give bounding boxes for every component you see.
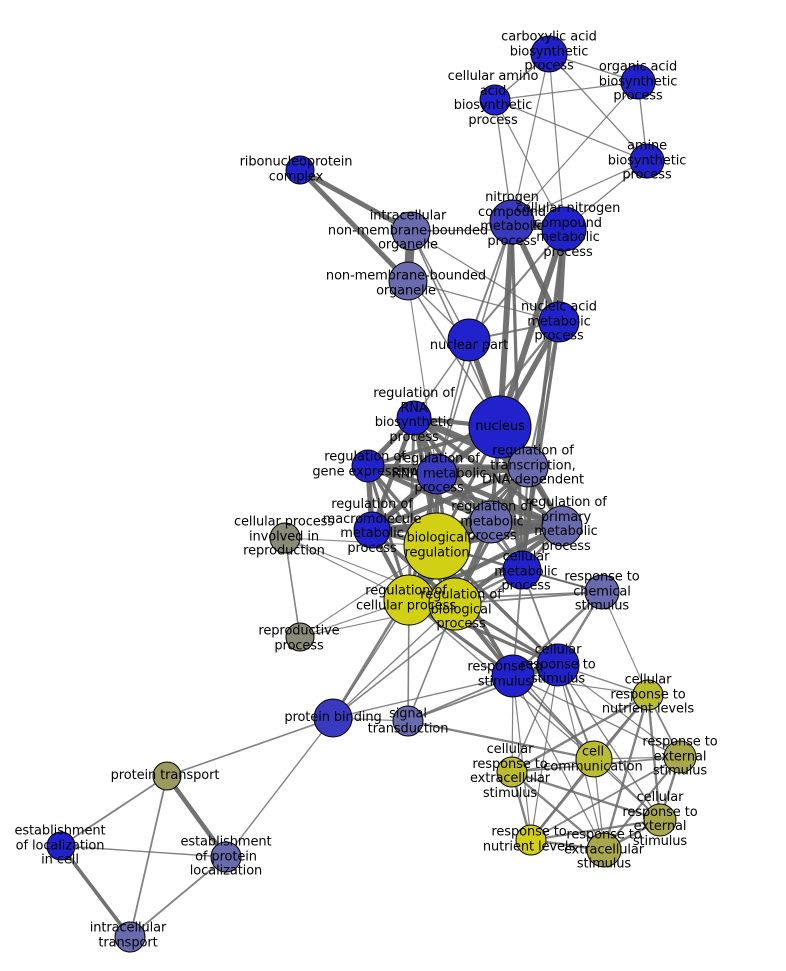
graph-node-organic-acid-biosynthetic-process[interactable] (620, 64, 656, 100)
graph-node-protein-transport[interactable] (152, 761, 182, 791)
graph-node-establishment-of-localization-in-cell[interactable] (46, 831, 76, 861)
graph-edge (60, 845, 227, 858)
graph-edge (369, 464, 531, 533)
graph-edge (332, 603, 456, 719)
graph-edge (129, 856, 227, 938)
graph-edge (494, 99, 565, 230)
graph-edge (512, 675, 605, 851)
graph-edge (410, 414, 532, 471)
graph-node-carboxylic-acid-biosynthetic-process[interactable] (530, 35, 568, 73)
graph-edge (602, 693, 650, 852)
graph-edge (527, 321, 560, 468)
graph-edge (512, 675, 649, 696)
graph-edge (601, 591, 649, 696)
graph-edge (406, 719, 596, 761)
graph-node-cellular-amino-acid-biosynthetic-process[interactable] (479, 84, 511, 116)
node-layer (46, 35, 697, 953)
graph-node-nuclear-part[interactable] (447, 318, 491, 362)
graph-node-regulation-of-rna-metabolic-process[interactable] (416, 453, 458, 495)
graph-edge (332, 569, 523, 719)
graph-edge (59, 844, 132, 939)
graph-edge (510, 693, 650, 774)
graph-edge (512, 675, 532, 841)
graph-edge (297, 167, 411, 284)
edge-layer (59, 53, 682, 939)
graph-node-cellular-response-to-extracellular-stimulus[interactable] (496, 756, 528, 788)
graph-edge (529, 818, 662, 842)
graph-edge (494, 99, 648, 162)
graph-node-establishment-of-protein-localization[interactable] (210, 841, 242, 873)
graph-node-cellular-response-to-external-stimulus[interactable] (643, 803, 677, 837)
graph-node-cellular-metabolic-process[interactable] (502, 550, 542, 590)
graph-node-cellular-nitrogen-compound-metabolic-process[interactable] (541, 206, 587, 252)
graph-node-cellular-response-to-stimulus[interactable] (536, 643, 580, 687)
graph-node-response-to-chemical-stimulus[interactable] (584, 574, 620, 610)
graph-edge (129, 775, 168, 938)
graph-edge (60, 775, 168, 847)
graph-node-regulation-of-macromolecule-metabolic-process[interactable] (353, 511, 391, 549)
graph-edge (410, 230, 560, 323)
graph-edge (530, 756, 681, 841)
graph-node-reproductive-process[interactable] (285, 622, 315, 652)
graph-edge (511, 53, 550, 223)
graph-node-response-to-external-stimulus[interactable] (663, 740, 697, 774)
graph-edge (494, 81, 639, 101)
graph-edge (284, 537, 301, 638)
graph-node-protein-binding[interactable] (313, 698, 353, 738)
graph-node-regulation-of-cellular-process[interactable] (383, 574, 435, 626)
graph-node-response-to-nutrient-levels[interactable] (515, 824, 547, 856)
graph-node-cellular-response-to-nutrient-levels[interactable] (632, 679, 664, 711)
graph-node-nucleus[interactable] (468, 395, 532, 459)
graph-edge (297, 167, 414, 234)
graph-node-biological-regulation[interactable] (403, 512, 471, 580)
graph-node-regulation-of-primary-metabolic-process[interactable] (541, 505, 583, 547)
graph-node-ribonucleoprotein-complex[interactable] (285, 155, 315, 185)
graph-node-response-to-stimulus[interactable] (491, 654, 535, 698)
graph-edge (468, 228, 565, 341)
graph-edge (407, 280, 560, 323)
graph-node-response-to-extracellular-stimulus[interactable] (586, 832, 622, 868)
graph-edge (436, 339, 470, 475)
graph-node-non-membrane-bounded-organelle[interactable] (388, 261, 428, 301)
graph-node-regulation-of-gene-expression[interactable] (351, 449, 385, 483)
graph-edge (166, 717, 334, 777)
graph-node-regulation-of-metabolic-process[interactable] (469, 500, 513, 544)
graph-node-amine-biosynthetic-process[interactable] (629, 143, 665, 179)
graph-edge (164, 773, 229, 860)
graph-edge (410, 228, 565, 232)
graph-edge (407, 416, 416, 602)
graph-node-intracellular-non-membrane-bounded-organelle[interactable] (391, 211, 431, 251)
graph-node-regulation-of-biological-process[interactable] (428, 577, 482, 631)
graph-edge (511, 160, 648, 223)
graph-node-intracellular-transport[interactable] (114, 921, 146, 953)
graph-node-nitrogen-compound-metabolic-process[interactable] (489, 199, 535, 245)
graph-edge (510, 770, 662, 822)
graph-node-nucleic-acid-metabolic-process[interactable] (538, 301, 580, 343)
graph-node-regulation-of-transcription-dna-dependent[interactable] (507, 446, 549, 488)
graph-node-regulation-of-rna-biosynthetic-process[interactable] (396, 400, 432, 436)
graph-edge (548, 53, 565, 230)
graph-edge (332, 675, 514, 719)
graph-edge (511, 81, 639, 223)
graph-edge (225, 717, 334, 858)
graph-node-cellular-process-involved-in-reproduction[interactable] (269, 522, 301, 554)
graph-node-cell-communication[interactable] (575, 740, 613, 778)
graph-node-signal-transduction[interactable] (392, 705, 424, 737)
graph-edge (548, 53, 648, 162)
graph-edge (510, 770, 606, 852)
graph-edge (602, 755, 682, 852)
